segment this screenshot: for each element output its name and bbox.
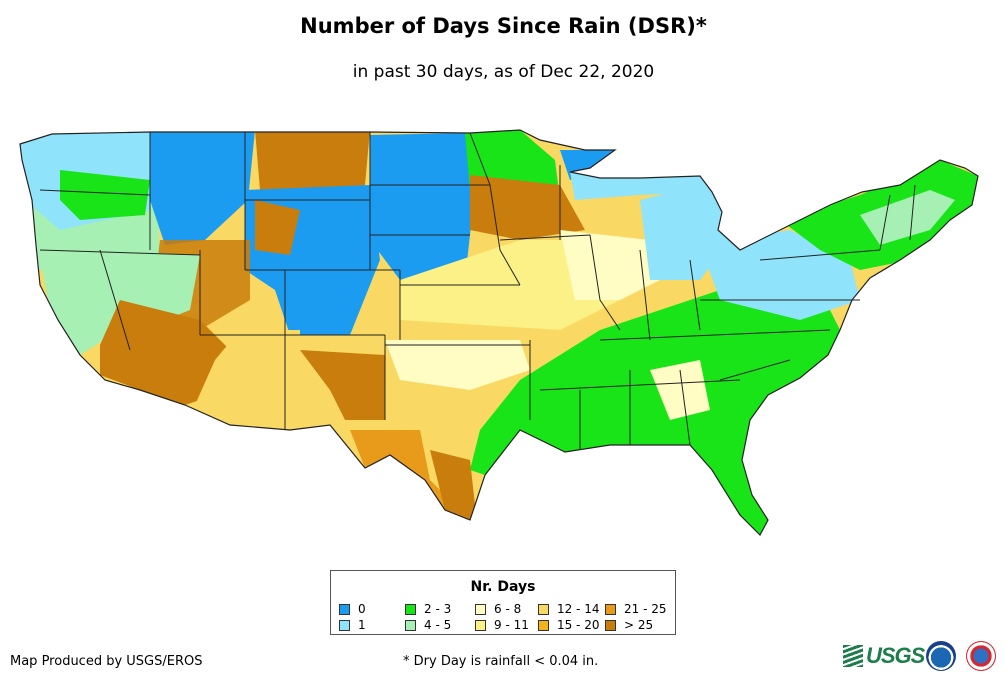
legend-label: 4 - 5 xyxy=(424,618,452,632)
legend: Nr. Days 0 1 2 - 3 4 - 5 6 - 8 9 - 11 12… xyxy=(330,570,676,635)
legend-item-1: 1 xyxy=(339,618,366,632)
legend-item-9: > 25 xyxy=(605,618,653,632)
legend-swatch xyxy=(605,619,616,631)
legend-item-4: 6 - 8 xyxy=(475,602,521,616)
state-borders xyxy=(19,129,979,536)
legend-swatch xyxy=(405,619,416,631)
noaa-logo-icon xyxy=(926,641,956,671)
legend-swatch xyxy=(339,619,350,631)
legend-item-0: 0 xyxy=(339,602,366,616)
map-subtitle: in past 30 days, as of Dec 22, 2020 xyxy=(352,62,655,82)
legend-label: 15 - 20 xyxy=(557,618,600,632)
usgs-logo: USGS xyxy=(843,643,925,669)
legend-item-6: 12 - 14 xyxy=(538,602,600,616)
legend-swatch xyxy=(339,603,350,615)
legend-label: 1 xyxy=(358,618,366,632)
legend-swatch xyxy=(538,619,549,631)
legend-item-3: 4 - 5 xyxy=(405,618,451,632)
legend-label: 6 - 8 xyxy=(494,602,522,616)
legend-item-5: 9 - 11 xyxy=(475,618,529,632)
legend-label: 2 - 3 xyxy=(424,602,452,616)
usgs-wave-icon xyxy=(843,645,863,667)
map-title: Number of Days Since Rain (DSR)* xyxy=(300,14,707,38)
legend-swatch xyxy=(405,603,416,615)
legend-item-8: 21 - 25 xyxy=(605,602,667,616)
legend-title: Nr. Days xyxy=(470,579,536,595)
legend-label: 21 - 25 xyxy=(624,602,667,616)
legend-swatch xyxy=(538,603,549,615)
producer-credit: Map Produced by USGS/EROS xyxy=(10,654,203,669)
legend-item-7: 15 - 20 xyxy=(538,618,600,632)
legend-swatch xyxy=(475,619,486,631)
legend-item-2: 2 - 3 xyxy=(405,602,451,616)
legend-swatch xyxy=(605,603,616,615)
legend-label: 12 - 14 xyxy=(557,602,600,616)
legend-label: > 25 xyxy=(624,618,654,632)
dry-day-footnote: * Dry Day is rainfall < 0.04 in. xyxy=(403,654,599,669)
usgs-logo-text: USGS xyxy=(866,643,925,668)
dsr-regions xyxy=(20,130,978,535)
legend-label: 0 xyxy=(358,602,366,616)
nws-logo-icon xyxy=(966,641,996,671)
legend-swatch xyxy=(475,603,486,615)
legend-label: 9 - 11 xyxy=(494,618,529,632)
